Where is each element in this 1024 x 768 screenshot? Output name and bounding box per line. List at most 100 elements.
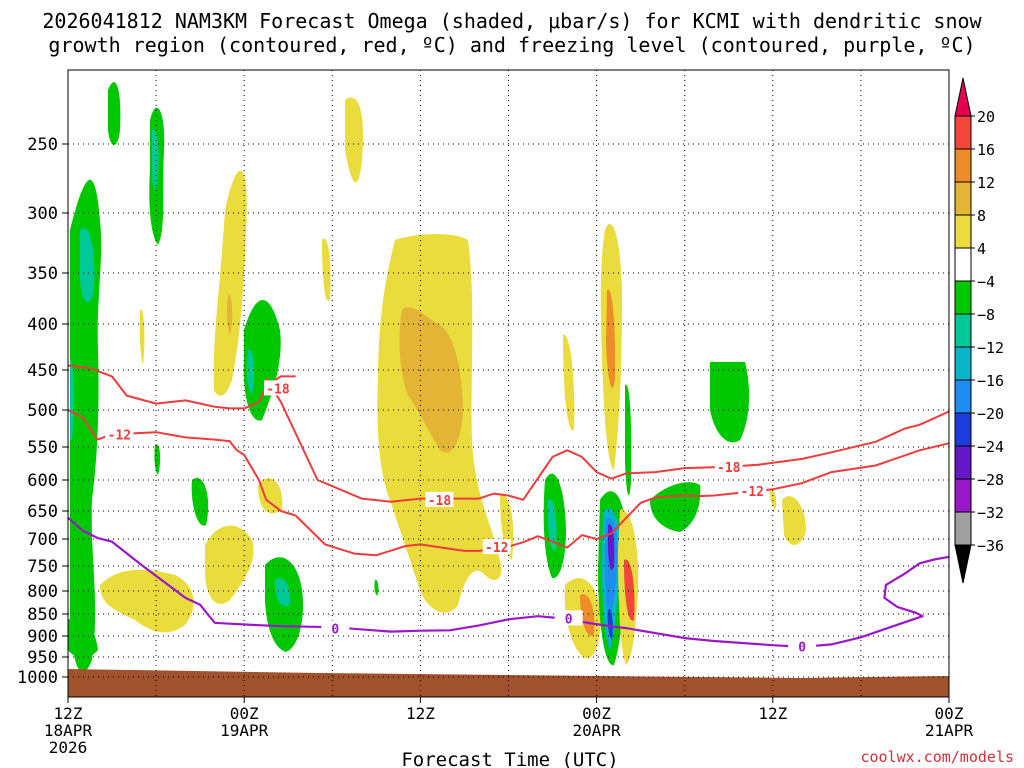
isotherm-label-2: -18 — [428, 494, 452, 509]
y-tick-label-500: 500 — [27, 401, 58, 421]
omega-region-left-low-teal — [70, 360, 75, 440]
omega-shading — [68, 82, 806, 673]
colorbar-swatch-10 — [954, 412, 972, 447]
omega-region-left-column — [70, 179, 102, 673]
colorbar-label-1: 16 — [977, 141, 995, 159]
colorbar-top-arrow — [954, 77, 972, 117]
omega-region-yellow-strip-3 — [563, 334, 575, 431]
omega-region-left-column-teal — [80, 228, 95, 303]
y-tick-label-950: 950 — [27, 648, 58, 668]
isotherm-label-3: -12 — [485, 541, 508, 556]
y-tick-label-750: 750 — [27, 557, 58, 577]
y-tick-label-550: 550 — [27, 438, 58, 458]
omega-region-strong-negative-purple — [608, 524, 615, 570]
isotherm-label-bg-1 — [105, 426, 134, 442]
omega-region-yellow-strip-4 — [770, 489, 777, 510]
colorbar-label-10: −24 — [977, 438, 1004, 456]
omega-region-small-green-1 — [154, 444, 161, 475]
omega-region-lower-purple — [607, 609, 613, 640]
isotherm-label-bg-2 — [425, 491, 454, 507]
colorbar-label-3: 8 — [977, 207, 986, 225]
gridlines — [68, 70, 949, 697]
x-tick-label-60: 00Z — [935, 704, 964, 723]
isotherm-label-bg-0 — [263, 380, 292, 396]
y-tick-label-300: 300 — [27, 204, 58, 224]
isotherm-label-4: -18 — [717, 461, 741, 476]
colorbar-swatch-5 — [954, 247, 972, 282]
isotherm-line-1 — [265, 377, 950, 503]
omega-region-orange-column-core — [624, 559, 635, 621]
omega-region-top-left-thin — [108, 82, 121, 145]
omega-region-yellow-strip — [322, 238, 331, 301]
omega-region-top-yellow — [345, 97, 364, 183]
colorbar-swatch-6 — [954, 280, 972, 315]
y-tick-label-850: 850 — [27, 605, 58, 625]
omega-region-small-green-3 — [374, 579, 379, 596]
isotherm-label-bg-5 — [738, 483, 767, 499]
y-axis: 2503003504004505005506006507007508008509… — [17, 135, 68, 688]
isotherm-label-1: -12 — [108, 428, 131, 443]
y-tick-label-650: 650 — [27, 502, 58, 522]
omega-region-green-blob-far-right — [710, 362, 750, 443]
x-tick-date-60: 21APR — [925, 721, 974, 740]
x-axis-label: Forecast Time (UTC) — [401, 749, 618, 768]
isotherm-label-bg-4 — [714, 458, 743, 474]
omega-region-green-strand — [625, 384, 632, 496]
chart-title-line-1: 2026041812 NAM3KM Forecast Omega (shaded… — [42, 9, 982, 33]
colorbar-swatch-13 — [954, 511, 972, 546]
isotherm-label-5: -12 — [741, 485, 764, 500]
isotherm-line-3 — [294, 442, 950, 557]
omega-region-lower-yellow-2 — [205, 525, 254, 604]
x-tick-year-0: 2026 — [49, 738, 88, 757]
omega-region-small-yellow-1 — [258, 478, 283, 514]
omega-region-small-yellow-2 — [139, 309, 145, 365]
colorbar-swatch-9 — [954, 379, 972, 414]
y-tick-label-350: 350 — [27, 264, 58, 284]
colorbar-label-2: 12 — [977, 174, 995, 192]
x-tick-label-12: 00Z — [230, 704, 259, 723]
isotherm-label-bg-6 — [321, 620, 350, 636]
colorbar-swatch-7 — [954, 313, 972, 348]
colorbar-swatch-11 — [954, 445, 972, 480]
colorbar-bottom-arrow — [954, 544, 972, 584]
omega-region-central-orange — [399, 307, 463, 453]
omega-region-upper-yellow-core — [226, 294, 233, 335]
omega-region-20apr-teal — [547, 499, 557, 551]
plot-background — [68, 70, 949, 697]
colorbar-swatch-8 — [954, 346, 972, 381]
isotherm-line-2 — [67, 409, 296, 517]
x-tick-date-36: 20APR — [573, 721, 622, 740]
colorbar-label-11: −28 — [977, 471, 1004, 489]
x-tick-date-12: 19APR — [220, 721, 269, 740]
colorbar-label-9: −20 — [977, 405, 1004, 423]
chart-title-line-2: growth region (contoured, red, ºC) and f… — [48, 33, 975, 57]
isotherm-label-7: 0 — [565, 612, 573, 627]
y-tick-label-1000: 1000 — [17, 668, 58, 688]
y-tick-label-450: 450 — [27, 361, 58, 381]
colorbar-swatch-4 — [954, 214, 972, 249]
x-tick-date-0: 18APR — [44, 721, 93, 740]
colorbar-label-6: −8 — [977, 306, 995, 324]
x-tick-label-36: 00Z — [582, 704, 611, 723]
x-tick-label-48: 12Z — [758, 704, 787, 723]
omega-region-tall-column-orange — [606, 289, 616, 388]
y-tick-label-800: 800 — [27, 582, 58, 602]
ground-surface — [68, 669, 949, 697]
isotherm-label-6: 0 — [331, 623, 339, 638]
colorbar-label-7: −12 — [977, 339, 1004, 357]
y-tick-label-600: 600 — [27, 471, 58, 491]
colorbar-label-12: −32 — [977, 504, 1004, 522]
omega-region-yellow-far-right — [782, 496, 806, 546]
y-tick-label-900: 900 — [27, 627, 58, 647]
watermark: coolwx.com/models — [860, 748, 1014, 766]
isotherm-label-bg-7 — [554, 610, 583, 626]
omega-region-small-green-2 — [191, 478, 209, 526]
y-tick-label-250: 250 — [27, 135, 58, 155]
colorbar-swatch-3 — [954, 181, 972, 216]
isotherm-label-bg-8 — [788, 638, 817, 654]
colorbar-swatch-2 — [954, 148, 972, 183]
